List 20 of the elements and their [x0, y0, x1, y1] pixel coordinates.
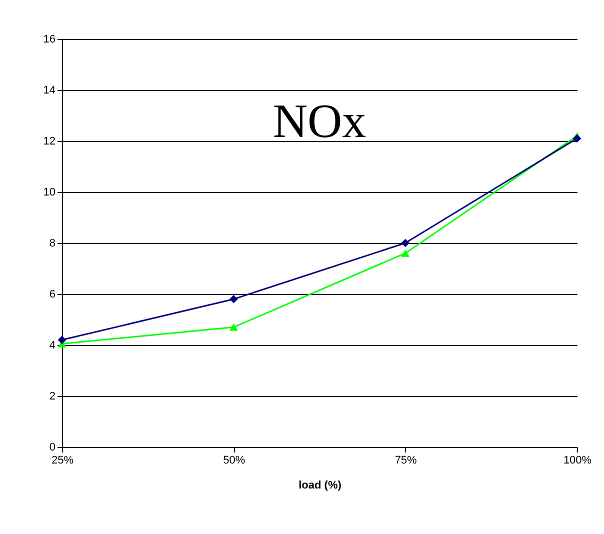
y-tick-label: 0 — [49, 442, 56, 454]
y-tick-label: 10 — [43, 186, 56, 198]
x-tick-label: 50% — [223, 454, 246, 466]
text: NOx — [272, 95, 366, 148]
y-tick-label: 8 — [49, 238, 56, 250]
y-tick-label: 16 — [43, 34, 56, 46]
y-tick-label: 2 — [49, 390, 56, 402]
point — [401, 238, 410, 248]
y-tick-label: 14 — [43, 84, 56, 96]
x-tick-label: 75% — [394, 454, 418, 466]
point — [229, 324, 238, 331]
point — [572, 134, 582, 143]
y-tick-label: 4 — [49, 340, 56, 352]
x-tick-label: 25% — [51, 454, 74, 466]
x-axis-title: load (%) — [298, 480, 342, 492]
x-tick-label: 100% — [563, 454, 592, 466]
point — [401, 250, 410, 257]
point — [229, 294, 238, 304]
y-tick-label: 6 — [49, 288, 56, 300]
y-tick-label: 12 — [43, 136, 56, 148]
